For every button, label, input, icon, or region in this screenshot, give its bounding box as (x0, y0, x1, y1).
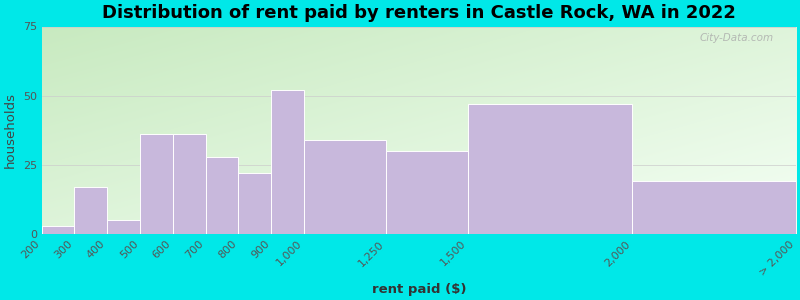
Bar (304, 140, 386, 234)
Bar (271, 90, 304, 234)
Bar (42, 226, 74, 234)
Bar (238, 173, 271, 234)
Title: Distribution of rent paid by renters in Castle Rock, WA in 2022: Distribution of rent paid by renters in … (102, 4, 736, 22)
Bar (107, 220, 140, 234)
Bar (173, 134, 206, 234)
Bar (206, 157, 238, 234)
Text: City-Data.com: City-Data.com (699, 33, 774, 43)
X-axis label: rent paid ($): rent paid ($) (371, 283, 466, 296)
Bar (74, 187, 107, 234)
Bar (386, 151, 468, 234)
Bar (140, 134, 173, 234)
Bar (468, 104, 632, 234)
Bar (632, 182, 796, 234)
Y-axis label: households: households (4, 92, 17, 168)
